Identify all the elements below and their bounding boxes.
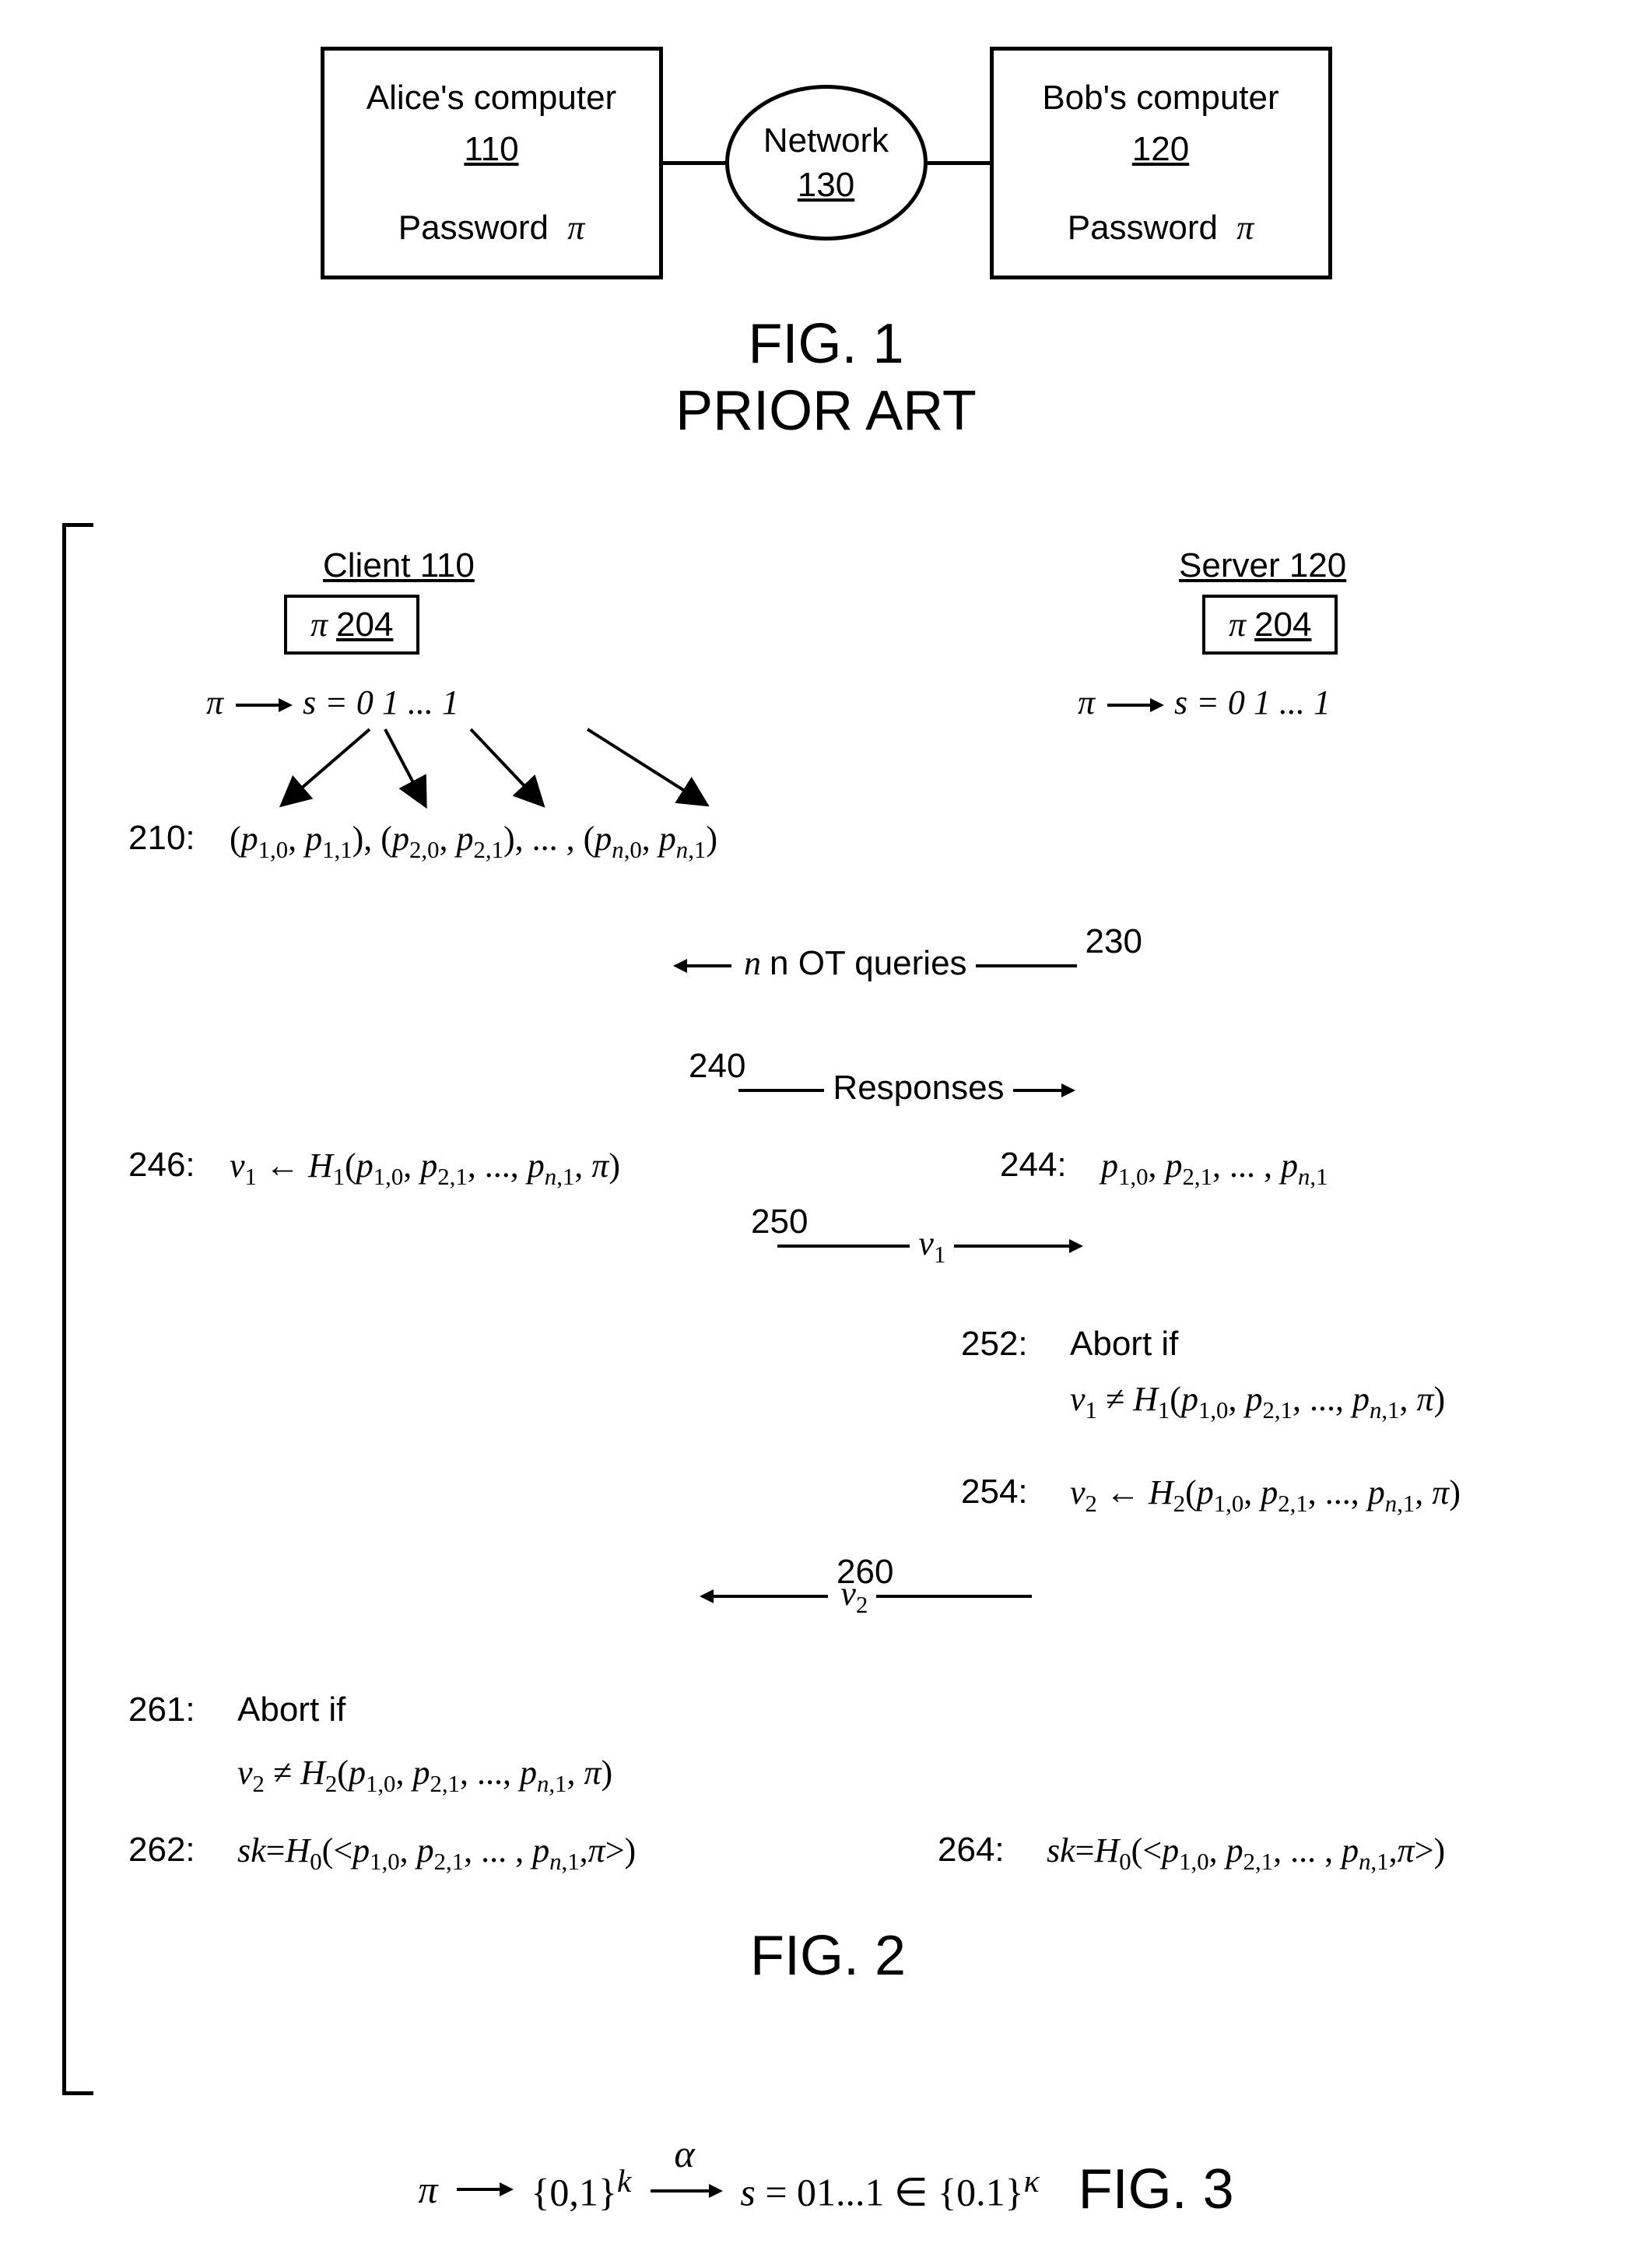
step-244-num: 244:: [1000, 1146, 1067, 1185]
fig2-caption: FIG. 2: [66, 1924, 1590, 1988]
bob-box: Bob's computer 120 Password π: [990, 47, 1332, 279]
step-261-l2: v2 ≠ H2(p1,0, p2,1, ..., pn,1, π): [237, 1753, 612, 1798]
network-oval: Network 130: [725, 85, 928, 240]
connector-right: [928, 161, 990, 165]
fig1-caption: FIG. 1 PRIOR ART: [62, 311, 1590, 445]
fig3-pi: π: [418, 2167, 437, 2212]
line-icon: [876, 1585, 1032, 1608]
step-210-num: 210:: [128, 819, 195, 858]
step-244-body: p1,0, p2,1, ... , pn,1: [1101, 1146, 1328, 1191]
step-252-l2: v1 ≠ H1(p1,0, p2,1, ..., pn,1, π): [1070, 1379, 1445, 1424]
fig3-caption: FIG. 3: [1079, 2157, 1234, 2221]
server-header: Server 120: [1179, 546, 1346, 585]
arrow-right-icon: [1013, 1079, 1083, 1102]
step-262-num: 262:: [128, 1831, 195, 1870]
arrow-icon: [232, 693, 294, 717]
line-icon: [976, 954, 1077, 978]
fig3-set1: {0,1}k: [531, 2163, 631, 2215]
step-254-body: v2 ← H2(p1,0, p2,1, ..., pn,1, π): [1070, 1473, 1461, 1518]
arrow-icon: [453, 2178, 515, 2201]
server-expand: π s = 0 1 ... 1: [1078, 683, 1331, 722]
figure-1: Alice's computer 110 Password π Network …: [62, 47, 1590, 445]
msg-240: 240 Responses: [673, 1068, 1083, 1108]
arrow-icon: [1103, 693, 1166, 717]
msg-250: 250 v1: [712, 1224, 1086, 1269]
alice-box: Alice's computer 110 Password π: [321, 47, 663, 279]
fanout-arrows: [206, 725, 751, 819]
step-210-body: (p1,0, p1,1), (p2,0, p2,1), ... , (pn,0,…: [230, 819, 717, 864]
arrow-icon: [647, 2179, 724, 2203]
server-pi-box: π 204: [1202, 605, 1338, 644]
step-252-num: 252:: [961, 1325, 1028, 1364]
msg-260: 260 v2: [689, 1574, 1032, 1619]
alice-ref: 110: [464, 125, 518, 174]
fig3-alpha-arrow: α: [647, 2167, 724, 2212]
client-pi-box: π 204: [284, 605, 419, 644]
figure-3: π {0,1}k α s = 01...1 ∈ {0.1}κ FIG. 3: [62, 2157, 1590, 2221]
step-254-num: 254:: [961, 1473, 1028, 1511]
bob-password: Password π: [1025, 204, 1297, 252]
figure-2: Client 110 Server 120 π 204 π 204 π s = …: [62, 523, 1590, 2095]
bob-ref: 120: [1132, 125, 1189, 174]
step-264-num: 264:: [938, 1831, 1005, 1870]
step-252-l1: Abort if: [1070, 1325, 1178, 1364]
client-header: Client 110: [323, 546, 475, 585]
alice-title: Alice's computer: [356, 74, 628, 122]
arrow-left-icon: [665, 954, 735, 978]
arrow-right-icon: [954, 1234, 1086, 1258]
step-264-body: sk=H0(<p1,0, p2,1, ... , pn,1,π>): [1047, 1831, 1445, 1876]
step-246-num: 246:: [128, 1146, 195, 1185]
fig3-rhs: s = 01...1 ∈ {0.1}κ: [740, 2163, 1039, 2215]
msg-230: n n OT queries 230: [665, 943, 1142, 983]
client-expand: π s = 0 1 ... 1: [206, 683, 459, 722]
bracket-top: [62, 523, 93, 527]
network-ref: 130: [798, 163, 854, 207]
connector-left: [663, 161, 725, 165]
network-label: Network: [763, 118, 889, 163]
step-262-body: sk=H0(<p1,0, p2,1, ... , pn,1,π>): [237, 1831, 636, 1876]
line-icon: [738, 1079, 824, 1102]
step-261-l1: Abort if: [237, 1690, 345, 1729]
bob-title: Bob's computer: [1025, 74, 1297, 122]
alice-password: Password π: [356, 204, 628, 252]
step-261-num: 261:: [128, 1690, 195, 1729]
fig1-row: Alice's computer 110 Password π Network …: [62, 47, 1590, 279]
step-246-body: v1 ← H1(p1,0, p2,1, ..., pn,1, π): [230, 1146, 620, 1191]
bracket-bot: [62, 2091, 93, 2095]
arrow-left-icon: [692, 1585, 832, 1608]
